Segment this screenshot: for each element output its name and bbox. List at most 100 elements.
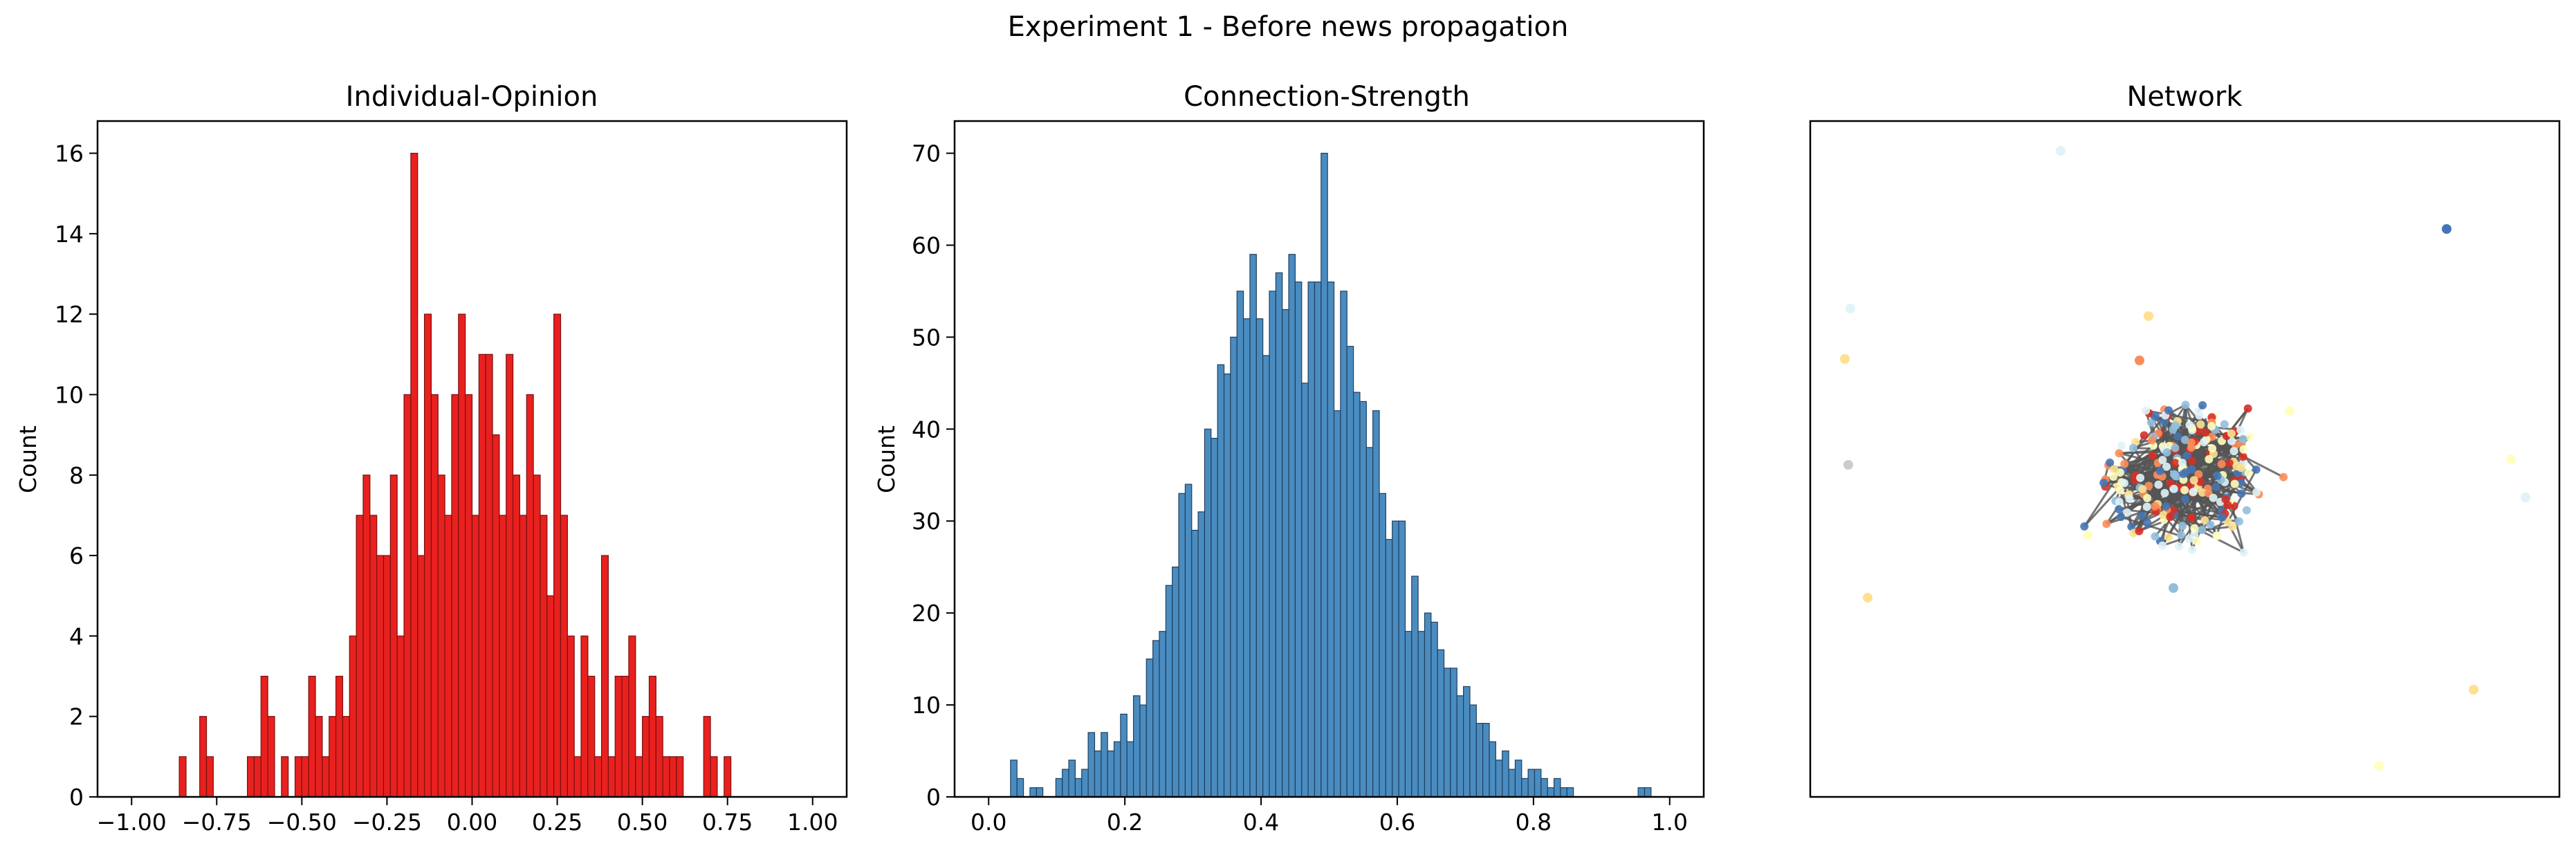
- panel-1-title: Individual-Opinion: [346, 81, 598, 113]
- network-node: [2135, 356, 2144, 365]
- strength-bar: [1527, 769, 1536, 798]
- network-node: [2238, 452, 2247, 461]
- network-node: [2218, 513, 2227, 522]
- strength-xtick-label: 0.8: [1516, 809, 1552, 836]
- opinion-bar: [465, 394, 473, 798]
- network-node: [2173, 432, 2182, 441]
- network-node: [2148, 451, 2157, 460]
- opinion-ytick-label: 0: [69, 784, 84, 811]
- opinion-bar: [587, 675, 596, 798]
- network-node: [2187, 513, 2196, 522]
- opinion-bar: [199, 716, 208, 798]
- strength-ytick-label: 40: [912, 416, 941, 443]
- opinion-bar: [628, 635, 636, 798]
- strength-ytick-label: 30: [912, 508, 941, 535]
- strength-bar: [1333, 410, 1341, 798]
- opinion-ytick-label: 2: [69, 704, 84, 730]
- network-node: [2109, 472, 2118, 481]
- opinion-bar: [260, 675, 268, 798]
- network-node: [2190, 524, 2199, 533]
- strength-bar: [1346, 346, 1354, 798]
- network-node: [2221, 495, 2230, 504]
- network-node: [2225, 459, 2234, 468]
- network-node: [2223, 517, 2232, 526]
- strength-bar: [1450, 668, 1457, 798]
- strength-bar: [1534, 769, 1542, 798]
- strength-bar: [1197, 511, 1206, 798]
- opinion-bar: [492, 434, 500, 798]
- network-node: [2154, 480, 2163, 489]
- network-node: [2169, 470, 2178, 479]
- strength-bar: [1301, 383, 1309, 798]
- panel-connection-strength: Connection-Strength Count 0.0 0.2 0.4 0.6 0.…: [873, 81, 1705, 836]
- network-node: [2239, 548, 2248, 557]
- opinion-bar: [642, 716, 650, 798]
- strength-bar: [1107, 750, 1115, 798]
- network-node: [2110, 465, 2119, 474]
- network-node: [2143, 494, 2152, 503]
- opinion-bar: [710, 756, 718, 798]
- network-node: [2176, 531, 2185, 540]
- strength-bar: [1211, 437, 1218, 798]
- strength-bar: [1255, 318, 1264, 798]
- opinion-bar: [423, 313, 432, 798]
- opinion-bar: [724, 756, 732, 798]
- network-node: [2506, 454, 2516, 464]
- opinion-xtick-label: 0.50: [617, 809, 668, 836]
- strength-ytick-label: 50: [912, 324, 941, 351]
- strength-bar: [1094, 750, 1102, 798]
- opinion-bar: [594, 756, 602, 798]
- network-node: [2192, 537, 2201, 546]
- network-node: [2142, 406, 2151, 415]
- opinion-bar: [580, 635, 589, 798]
- strength-bar: [1644, 787, 1652, 798]
- strength-ytick-label: 70: [912, 140, 941, 167]
- network-node: [2213, 471, 2222, 480]
- strength-bar: [1288, 254, 1296, 798]
- network-node: [2236, 478, 2245, 487]
- network-node: [2117, 513, 2126, 522]
- opinion-bar: [540, 515, 548, 798]
- network-node: [1863, 593, 1873, 603]
- strength-xtick-label: 0.4: [1243, 809, 1279, 836]
- network-node: [2140, 431, 2149, 440]
- opinion-ytick-label: 4: [69, 623, 84, 650]
- strength-bar: [1120, 713, 1128, 798]
- network-node: [2120, 479, 2129, 488]
- network-node: [2229, 447, 2238, 456]
- network-node: [2159, 511, 2168, 520]
- network-node: [2208, 444, 2217, 453]
- network-node: [2142, 502, 2151, 511]
- network-node: [2239, 445, 2248, 454]
- opinion-bar: [396, 635, 405, 798]
- network-node: [2151, 532, 2160, 541]
- network-node: [2198, 401, 2207, 410]
- panel-2-axes: 0.0 0.2 0.4 0.6 0.8 1.0 0 10 20 30 40 50 60 70: [912, 140, 1688, 836]
- network-node: [2099, 478, 2108, 487]
- strength-bar: [1081, 769, 1089, 798]
- opinion-bar: [607, 756, 616, 798]
- network-node: [2442, 224, 2451, 234]
- network-node: [2171, 443, 2180, 452]
- network-node: [2056, 146, 2066, 156]
- network-node: [2178, 459, 2187, 468]
- strength-bar: [1489, 741, 1496, 798]
- panel-2-frame: [953, 120, 1705, 798]
- network-node: [2164, 406, 2173, 415]
- network-node: [2521, 493, 2530, 502]
- network-node: [2128, 443, 2137, 452]
- opinion-bar: [376, 555, 385, 798]
- strength-bar: [1236, 291, 1244, 798]
- opinion-bar: [458, 313, 466, 798]
- network-node: [2138, 485, 2147, 494]
- network-node: [2189, 476, 2198, 485]
- network-node: [2115, 505, 2124, 514]
- network-node: [2115, 449, 2124, 458]
- opinion-bar: [703, 716, 711, 798]
- network-node: [2279, 472, 2288, 481]
- network-node: [2162, 502, 2171, 511]
- opinion-bar: [417, 555, 425, 798]
- network-node: [2285, 406, 2294, 416]
- strength-bar: [1327, 282, 1335, 798]
